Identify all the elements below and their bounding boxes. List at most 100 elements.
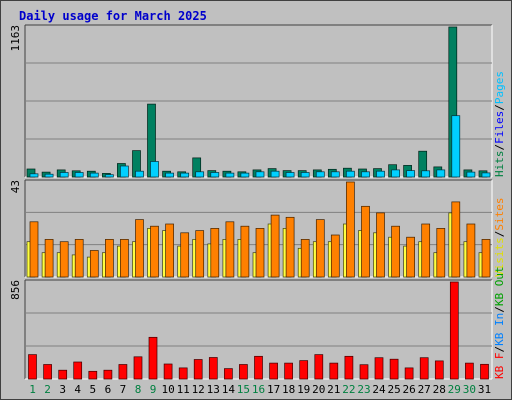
- bar-sites-day-19: [300, 239, 310, 278]
- bar-files-day-4: [74, 172, 84, 178]
- bar-sites-day-16: [255, 228, 265, 278]
- bar-files-day-25: [391, 169, 400, 178]
- bar-kb-f-day-14: [224, 368, 233, 380]
- bar-files-day-8: [135, 170, 144, 178]
- bar-files-day-18: [285, 172, 295, 178]
- bar-files-day-2: [44, 173, 54, 178]
- day-label-5: 5: [89, 383, 96, 396]
- day-label-24: 24: [372, 383, 386, 396]
- max-value-label: 1163: [9, 25, 22, 52]
- bar-sites-day-1: [29, 221, 39, 278]
- bar-files-day-29: [451, 115, 461, 178]
- legend-item: KB Out: [493, 266, 506, 306]
- day-label-10: 10: [161, 383, 174, 396]
- bar-sites-day-8: [135, 219, 144, 278]
- bar-sites-day-25: [391, 225, 400, 278]
- day-label-21: 21: [327, 383, 340, 396]
- bar-sites-day-12: [195, 230, 205, 278]
- legend: Hits/Files/Pages: [493, 71, 506, 177]
- bar-sites-day-18: [285, 216, 295, 278]
- bar-sites-day-20: [315, 219, 325, 278]
- bar-sites-day-28: [436, 228, 446, 278]
- bar-sites-day-26: [406, 236, 415, 278]
- bar-sites-day-17: [270, 214, 280, 278]
- legend-separator: /: [493, 306, 506, 313]
- bar-kb-f-day-17: [269, 362, 278, 380]
- bar-kb-f-day-2: [43, 364, 52, 380]
- bar-files-day-12: [195, 171, 205, 178]
- bar-sites-day-5: [89, 250, 99, 278]
- day-label-15: 15: [237, 383, 250, 396]
- legend-separator: /: [493, 144, 506, 151]
- bar-sites-day-27: [421, 223, 431, 278]
- bar-sites-day-30: [466, 223, 476, 278]
- day-label-13: 13: [207, 383, 220, 396]
- bar-sites-day-31: [481, 239, 491, 278]
- bar-sites-day-23: [361, 205, 370, 278]
- bar-kb-f-day-20: [314, 354, 324, 380]
- bar-files-day-15: [240, 172, 250, 178]
- bar-files-day-30: [466, 171, 476, 178]
- legend-separator: /: [493, 104, 506, 111]
- bar-kb-f-day-8: [133, 356, 143, 380]
- bar-files-day-1: [29, 173, 39, 178]
- bar-sites-day-10: [165, 223, 174, 278]
- bar-kb-f-day-4: [73, 361, 83, 380]
- bar-kb-f-day-25: [389, 358, 399, 380]
- bar-files-day-11: [180, 172, 190, 178]
- bar-sites-day-29: [451, 201, 461, 278]
- bar-kb-f-day-5: [88, 370, 98, 380]
- bar-files-day-9: [150, 161, 159, 178]
- day-label-20: 20: [312, 383, 325, 396]
- day-label-2: 2: [44, 383, 51, 396]
- bar-kb-f-day-6: [103, 369, 113, 380]
- chart-title: Daily usage for March 2025: [19, 9, 207, 23]
- bar-kb-f-day-23: [359, 364, 369, 380]
- bar-sites-day-22: [346, 181, 355, 278]
- legend: KB F/KB In/KB Out: [493, 266, 506, 379]
- day-label-26: 26: [402, 383, 415, 396]
- bar-files-day-5: [89, 172, 99, 178]
- day-label-1: 1: [29, 383, 36, 396]
- bar-kb-f-day-7: [118, 364, 128, 380]
- day-labels: 1 2 3 4 5 6 7 8 9 10 11 12 13 14 15 16 17 18 19 20 21 22 23 24 2…: [29, 383, 491, 396]
- bar-sites-day-4: [74, 239, 84, 278]
- bar-sites-day-3: [59, 241, 69, 278]
- legend-item: Visits: [493, 237, 506, 277]
- bar-kb-f-day-29: [449, 281, 459, 380]
- panel-kbytes: 856 KB F/KB In/KB Out: [9, 266, 506, 380]
- bar-kb-f-day-30: [465, 362, 474, 380]
- panels-layer: 1163Hits/Files/Pages43Visits/Sites856KB …: [9, 24, 506, 380]
- day-label-28: 28: [433, 383, 446, 396]
- bar-files-day-27: [421, 170, 431, 178]
- day-label-7: 7: [120, 383, 127, 396]
- panel-hits-files-pages: 1163 Hits/Files/Pages: [9, 24, 506, 178]
- max-value-label: 43: [9, 180, 22, 193]
- day-label-4: 4: [74, 383, 81, 396]
- day-label-14: 14: [222, 383, 236, 396]
- bar-files-day-6: [105, 174, 114, 178]
- bar-kb-f-day-21: [329, 362, 339, 380]
- legend-item: Pages: [493, 71, 506, 104]
- bar-kb-f-day-9: [148, 336, 158, 380]
- bar-files-day-7: [120, 165, 129, 178]
- day-label-31: 31: [478, 383, 491, 396]
- bar-kb-f-day-3: [58, 369, 68, 380]
- day-label-27: 27: [418, 383, 431, 396]
- bar-files-day-13: [210, 172, 220, 178]
- day-label-23: 23: [357, 383, 370, 396]
- bar-sites-day-9: [150, 225, 159, 278]
- bar-kb-f-day-16: [254, 355, 263, 380]
- bar-kb-f-day-18: [284, 362, 293, 380]
- bar-files-day-22: [346, 170, 355, 178]
- bar-kb-f-day-13: [208, 357, 218, 380]
- legend-item: Hits: [493, 151, 506, 178]
- max-value-label: 856: [9, 280, 22, 300]
- bar-files-day-17: [270, 170, 280, 178]
- bar-sites-day-7: [120, 239, 129, 278]
- legend-separator: /: [493, 231, 506, 238]
- day-label-18: 18: [282, 383, 295, 396]
- day-label-19: 19: [297, 383, 310, 396]
- panel-visits-sites: 43 Visits/Sites: [9, 179, 506, 278]
